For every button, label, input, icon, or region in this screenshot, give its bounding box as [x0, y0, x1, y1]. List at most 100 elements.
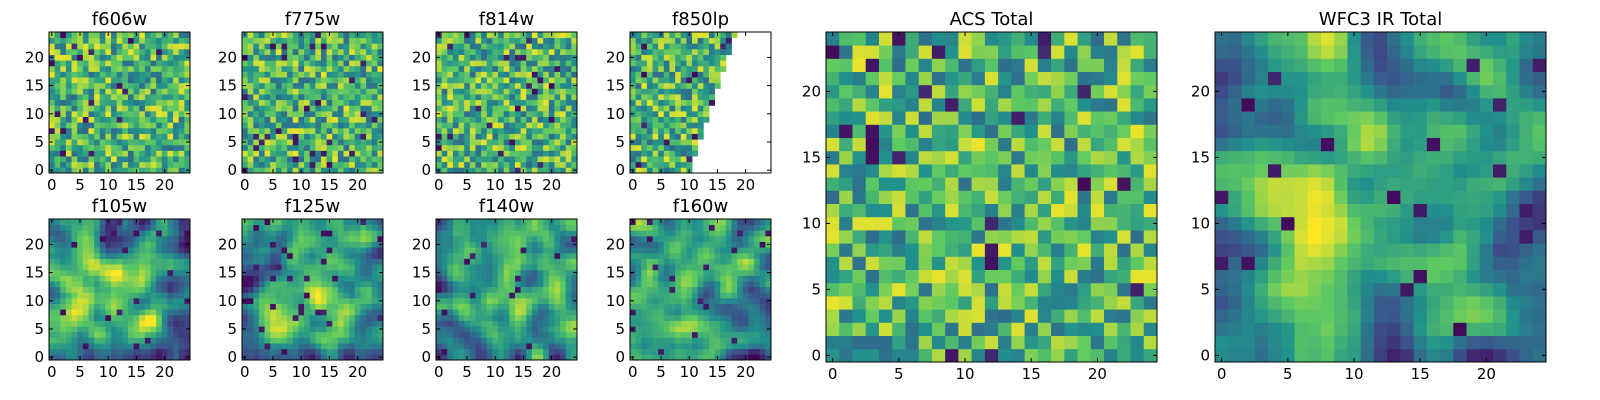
heatmap-cell — [94, 343, 101, 350]
heatmap-cell — [652, 82, 659, 89]
heatmap-cell — [663, 94, 670, 101]
heatmap-cell — [281, 161, 288, 168]
heatmap-cell — [646, 241, 653, 248]
heatmap-cell — [464, 230, 471, 237]
heatmap-cell — [88, 337, 95, 344]
y-tick-label: 15 — [25, 264, 44, 282]
heatmap-cell — [641, 82, 648, 89]
heatmap-cell — [133, 286, 140, 293]
heatmap-cell — [343, 88, 350, 95]
heatmap-cell — [275, 343, 282, 350]
heatmap-cell — [253, 32, 260, 39]
heatmap-cell — [520, 71, 527, 78]
heatmap-cell — [486, 54, 493, 61]
heatmap-cell — [292, 264, 299, 271]
heatmap-cell — [315, 48, 322, 55]
heatmap-cell — [486, 48, 493, 55]
heatmap-cell — [663, 275, 670, 282]
heatmap-cell — [543, 235, 550, 242]
heatmap-cell — [270, 116, 277, 123]
heatmap-cell — [503, 105, 510, 112]
heatmap-cell — [111, 99, 118, 106]
heatmap-cell — [49, 331, 56, 338]
heatmap-cell — [264, 43, 271, 50]
heatmap-cell — [469, 252, 476, 259]
heatmap-cell — [127, 258, 134, 265]
heatmap-cell — [526, 235, 533, 242]
heatmap-cell — [360, 77, 367, 84]
heatmap-cell — [173, 110, 180, 117]
heatmap-cell — [184, 133, 191, 140]
heatmap-cell — [560, 65, 567, 72]
heatmap-cell — [469, 348, 476, 355]
heatmap-cell — [697, 326, 704, 333]
heatmap-cell — [167, 258, 174, 265]
heatmap-cell — [531, 99, 538, 106]
heatmap-cell — [725, 297, 732, 304]
heatmap-cell — [537, 230, 544, 237]
heatmap-cell — [481, 264, 488, 271]
heatmap-cell — [270, 71, 277, 78]
heatmap-cell — [281, 82, 288, 89]
heatmap-cell — [332, 348, 339, 355]
heatmap-cell — [264, 309, 271, 316]
heatmap-cell — [720, 65, 727, 72]
heatmap-cell — [526, 161, 533, 168]
heatmap-cell — [492, 71, 499, 78]
heatmap-cell — [349, 292, 356, 299]
heatmap-cell — [652, 60, 659, 67]
heatmap-cell — [503, 60, 510, 67]
heatmap-cell — [481, 60, 488, 67]
heatmap-cell — [94, 71, 101, 78]
heatmap-cell — [441, 320, 448, 327]
heatmap-cell — [458, 122, 465, 129]
heatmap-cell — [543, 161, 550, 168]
heatmap-cell — [253, 116, 260, 123]
heatmap-cell — [349, 331, 356, 338]
heatmap-cell — [326, 331, 333, 338]
heatmap-cell — [270, 94, 277, 101]
heatmap-cell — [571, 133, 578, 140]
heatmap-cell — [571, 122, 578, 129]
heatmap-cell — [475, 258, 482, 265]
heatmap-cell — [669, 269, 676, 276]
heatmap-cell — [675, 320, 682, 327]
heatmap-cell — [520, 337, 527, 344]
heatmap-cell — [630, 286, 637, 293]
heatmap-cell — [82, 48, 89, 55]
heatmap-cell — [548, 224, 555, 231]
heatmap-cell — [765, 252, 772, 259]
heatmap-cell — [630, 99, 637, 106]
heatmap-cell — [54, 48, 61, 55]
heatmap-cell — [692, 320, 699, 327]
heatmap-cell — [486, 139, 493, 146]
heatmap-cell — [731, 326, 738, 333]
heatmap-cell — [725, 252, 732, 259]
heatmap-cell — [571, 230, 578, 237]
heatmap-cell — [292, 297, 299, 304]
heatmap-cell — [360, 60, 367, 67]
heatmap-cell — [116, 303, 123, 310]
heatmap-cell — [646, 54, 653, 61]
heatmap-cell — [77, 326, 84, 333]
heatmap-cell — [304, 224, 311, 231]
heatmap-cell — [167, 43, 174, 50]
heatmap-cell — [658, 281, 665, 288]
heatmap-cell — [452, 326, 459, 333]
heatmap-cell — [469, 167, 476, 174]
heatmap-cell — [349, 122, 356, 129]
heatmap-cell — [520, 122, 527, 129]
heatmap-cell — [464, 241, 471, 248]
heatmap-cell — [686, 247, 693, 254]
heatmap-cell — [571, 320, 578, 327]
heatmap-cell — [663, 343, 670, 350]
heatmap-cell — [498, 331, 505, 338]
heatmap-cell — [436, 161, 443, 168]
heatmap-cell — [105, 150, 112, 157]
heatmap-cell — [94, 150, 101, 157]
heatmap-cell — [675, 65, 682, 72]
heatmap-cell — [304, 32, 311, 39]
heatmap-cell — [82, 116, 89, 123]
heatmap-cell — [486, 252, 493, 259]
heatmap-cell — [441, 167, 448, 174]
